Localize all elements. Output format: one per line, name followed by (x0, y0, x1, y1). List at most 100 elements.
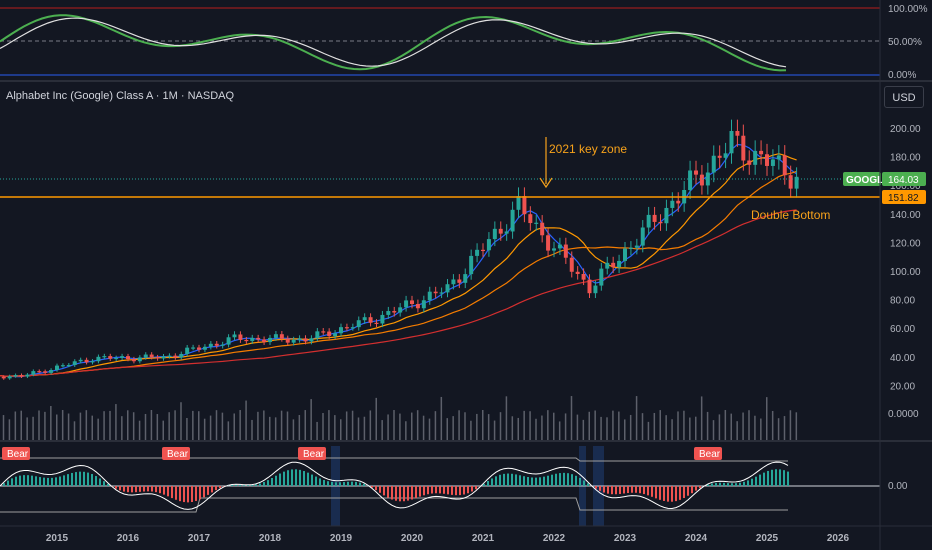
candle-body (623, 248, 627, 261)
volume-bar (641, 413, 644, 440)
volume-bar (470, 420, 472, 440)
volume-bar (434, 411, 437, 440)
volume-bar (724, 410, 727, 440)
bear-tag-text: Bear (7, 449, 29, 460)
volume-bar (73, 421, 76, 440)
volume-bar (38, 410, 40, 440)
candle-body (670, 200, 675, 208)
candle-body (60, 365, 65, 367)
candle-body (451, 279, 456, 285)
candle-body (256, 337, 261, 340)
volume-bar (671, 419, 673, 440)
candle-body (214, 343, 219, 346)
volume-bar (381, 420, 383, 440)
y-tick-2: 160.00 (890, 181, 921, 192)
volume-bar (393, 410, 395, 440)
volume-bar (132, 412, 135, 440)
volume-bar (215, 410, 218, 440)
volume-bar (375, 397, 377, 440)
candle-body (504, 231, 509, 234)
candle-body (540, 222, 545, 236)
oscillator-d-line (0, 17, 787, 68)
volume-bar (647, 421, 650, 440)
candle-body (475, 249, 480, 256)
volume-bar (2, 415, 5, 440)
volume-bar (440, 396, 443, 440)
volume-bar (280, 410, 283, 440)
x-tick-2023: 2023 (614, 533, 637, 544)
osc-tick-0: 0.00% (888, 70, 916, 81)
volume-bar (576, 414, 579, 440)
candle-body (634, 245, 639, 248)
candle-body (173, 355, 178, 358)
candle-body (516, 196, 521, 210)
candle-body (611, 262, 616, 268)
volume-bar (789, 410, 792, 440)
volume-bar (771, 410, 774, 440)
bear-tag-bg (694, 447, 722, 460)
volume-bar (156, 414, 159, 440)
candle-body (563, 244, 568, 258)
candle-body (279, 334, 284, 339)
candle-body (315, 331, 320, 339)
volume-bar (487, 414, 490, 440)
x-tick-2015: 2015 (46, 533, 69, 544)
candle-body (368, 317, 373, 323)
volume-bar (221, 412, 224, 440)
volume-bar (570, 396, 573, 440)
candle-body (599, 268, 604, 286)
volume-bar (689, 417, 691, 440)
volume-bar (263, 410, 265, 440)
candle-body (120, 356, 125, 358)
candle-body (226, 337, 231, 345)
y-tick-7: 60.00 (890, 324, 915, 335)
candle-body (362, 317, 367, 321)
volume-bar (618, 411, 620, 440)
volume-bar (422, 415, 425, 440)
candle-body (72, 361, 77, 365)
volume-bar (91, 415, 93, 440)
candle-body (49, 369, 54, 373)
candle-body (705, 172, 710, 186)
candle-body (55, 365, 59, 370)
candle-body (202, 346, 207, 350)
y-tick-1: 180.00 (890, 153, 921, 164)
volume-bar (783, 416, 786, 440)
volume-bar (742, 412, 744, 440)
candle-body (179, 353, 184, 358)
volume-bar (754, 415, 756, 440)
candle-body (185, 347, 190, 354)
volume-bar (517, 417, 519, 440)
volume-bar (695, 416, 697, 440)
candle-body (398, 307, 403, 313)
volume-bar (683, 410, 685, 440)
volume-bar (653, 412, 656, 440)
candle-body (232, 334, 237, 338)
volume-bar (677, 411, 679, 440)
volume-bar (61, 410, 64, 440)
volume-bar (8, 419, 11, 440)
bear-tag-text: Bear (303, 449, 325, 460)
x-tick-2018: 2018 (259, 533, 282, 544)
candle-body (321, 331, 326, 333)
volume-bar (387, 414, 389, 440)
candle-body (534, 222, 539, 224)
volume-bar (251, 419, 253, 440)
volume-bar (334, 415, 336, 440)
volume-bar (14, 411, 17, 440)
candle-body (676, 200, 681, 204)
volume-bar (144, 413, 147, 440)
currency-button[interactable]: USD (884, 86, 924, 108)
volume-bar (428, 418, 431, 440)
volume-bar (635, 396, 638, 440)
candle-body (356, 320, 361, 328)
candle-body (557, 244, 562, 249)
candle-body (605, 262, 610, 269)
candle-body (131, 359, 136, 362)
candle-body (126, 356, 130, 360)
candle-body (250, 337, 255, 342)
candle-body (220, 344, 225, 346)
volume-bar (198, 411, 200, 440)
volume-bar (416, 410, 419, 440)
